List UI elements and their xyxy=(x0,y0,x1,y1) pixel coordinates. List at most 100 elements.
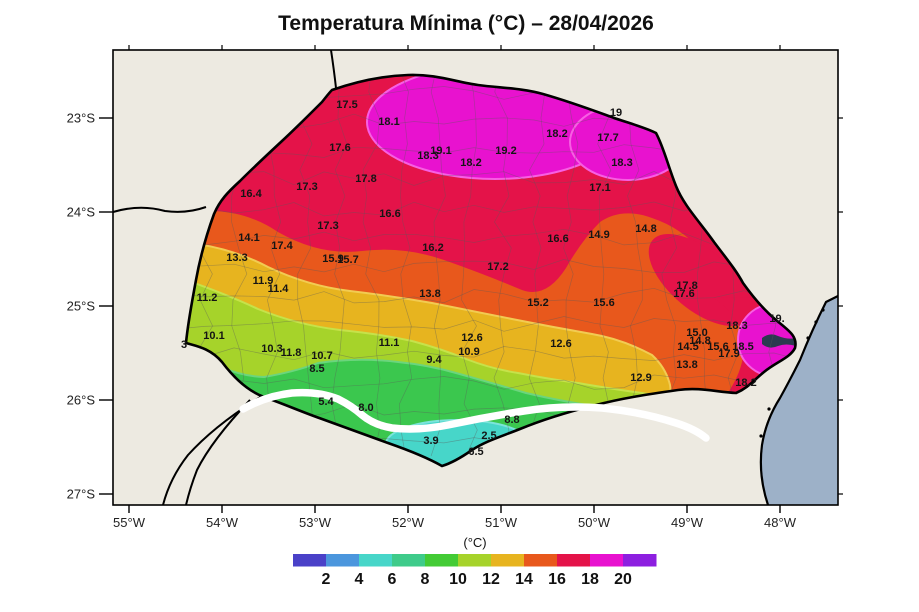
colorbar-tick-label: 4 xyxy=(355,571,364,588)
colorbar-segment xyxy=(326,554,360,567)
temp-label: 16.4 xyxy=(240,188,262,200)
lon-tick-label: 50°W xyxy=(578,515,611,530)
colorbar-segment xyxy=(524,554,558,567)
temp-label: 18.2 xyxy=(546,128,567,140)
temp-label: 16.2 xyxy=(422,242,443,254)
temp-label: 17.3 xyxy=(317,220,338,232)
colorbar-tick-label: 20 xyxy=(614,571,632,588)
colorbar-tick-label: 8 xyxy=(421,571,430,588)
colorbar-tick-label: 14 xyxy=(515,571,533,588)
temp-label: 3.9 xyxy=(423,435,438,447)
colorbar: (°C) 2 4 6 8 10 12 14 16 18 20 xyxy=(293,535,657,588)
temp-label: 12.6 xyxy=(461,332,482,344)
temp-label: 10.1 xyxy=(203,330,224,342)
colorbar-tick-label: 18 xyxy=(581,571,599,588)
lat-tick-label: 24°S xyxy=(67,205,96,220)
temp-label: 18.3 xyxy=(611,157,632,169)
temp-label: 17.6 xyxy=(673,288,694,300)
temp-label: 15.0 xyxy=(686,327,707,339)
colorbar-segment xyxy=(491,554,525,567)
temp-label: 11.9 xyxy=(253,275,274,287)
axes: 23°S 24°S 25°S 26°S 27°S 55°W 54°W 53°W 52°W 51°W… xyxy=(67,45,843,530)
lon-tick-label: 52°W xyxy=(392,515,425,530)
temp-label: 16.6 xyxy=(379,208,400,220)
plot-frame xyxy=(112,49,839,506)
temp-label: 17.1 xyxy=(589,182,610,194)
temp-label: 18.3 xyxy=(417,150,438,162)
temp-label: 17.5 xyxy=(336,99,357,111)
temp-label: 10.3 xyxy=(261,343,282,355)
lon-tick-label: 49°W xyxy=(671,515,704,530)
lon-tick-label: 48°W xyxy=(764,515,797,530)
state-border xyxy=(184,73,797,468)
temp-label: 18.5 xyxy=(732,341,753,353)
temp-label: 10.7 xyxy=(311,350,332,362)
temp-label: 8.0 xyxy=(358,402,373,414)
colorbar-segment xyxy=(458,554,492,567)
neighbor-boundaries xyxy=(112,49,337,506)
temp-label: 14.8 xyxy=(635,223,656,235)
lon-tick-label: 55°W xyxy=(113,515,146,530)
temp-label: 18.2 xyxy=(735,377,756,389)
temp-label: 14.1 xyxy=(238,232,259,244)
lat-tick-label: 25°S xyxy=(67,299,96,314)
temp-label: 3 xyxy=(181,339,187,351)
temp-label: 19.2 xyxy=(495,145,516,157)
temp-label: 16.6 xyxy=(547,233,568,245)
temp-label: 17.9 xyxy=(718,348,739,360)
temp-label: 11.4 xyxy=(268,283,290,295)
temp-label: 13.8 xyxy=(419,288,440,300)
lat-tick-label: 26°S xyxy=(67,393,96,408)
colorbar-segment xyxy=(392,554,426,567)
temp-label: 17.7 xyxy=(597,132,618,144)
temp-label: 15.6 xyxy=(707,341,728,353)
colorbar-segment xyxy=(293,554,327,567)
temp-label: 17.6 xyxy=(329,142,350,154)
colorbar-segment xyxy=(359,554,393,567)
colorbar-segment xyxy=(557,554,591,567)
colorbar-segment xyxy=(623,554,657,567)
temp-label: 8.8 xyxy=(504,414,519,426)
temp-label: 17.2 xyxy=(487,261,508,273)
front-line xyxy=(239,388,710,442)
temp-label: 17.8 xyxy=(355,173,376,185)
temp-label: 14.8 xyxy=(689,335,710,347)
temp-label: 18.1 xyxy=(378,116,399,128)
colorbar-tick-label: 6 xyxy=(388,571,397,588)
temp-label: 18.2 xyxy=(460,157,481,169)
temp-label: 11.2 xyxy=(197,292,218,304)
colorbar-tick-label: 16 xyxy=(548,571,566,588)
temp-label: 17.4 xyxy=(271,240,293,252)
temp-label: 17.3 xyxy=(296,181,317,193)
temp-label: 19 xyxy=(610,107,622,119)
page-title: Temperatura Mínima (°C) – 28/04/2026 xyxy=(278,12,654,35)
temp-label: 12.9 xyxy=(630,372,651,384)
temp-label: 2.5 xyxy=(481,430,496,442)
ocean xyxy=(759,295,839,506)
temp-label: 19.1 xyxy=(430,145,451,157)
temperature-labels: 17.518.117.618.319.118.219.218.21917.718… xyxy=(181,99,785,458)
temp-label: 15.2 xyxy=(527,297,548,309)
temp-label: 5.4 xyxy=(318,396,334,408)
temp-label: 17.8 xyxy=(676,280,697,292)
lon-tick-label: 53°W xyxy=(299,515,332,530)
temp-label: 10.9 xyxy=(458,346,479,358)
temp-label: 9.4 xyxy=(426,354,442,366)
lon-tick-label: 54°W xyxy=(206,515,239,530)
temp-label: 18.3 xyxy=(726,320,747,332)
colorbar-segment xyxy=(590,554,624,567)
colorbar-tick-label: 12 xyxy=(482,571,500,588)
colorbar-title: (°C) xyxy=(463,535,486,550)
temp-label: 6.5 xyxy=(468,446,483,458)
temp-label: 19. xyxy=(769,313,784,325)
temp-label: 11.1 xyxy=(379,337,400,349)
temp-label: 15.7 xyxy=(337,254,358,266)
temp-label: 13.3 xyxy=(226,252,247,264)
temp-label: 12.6 xyxy=(550,338,571,350)
temp-label: 15.6 xyxy=(593,297,614,309)
colorbar-segment xyxy=(425,554,459,567)
temp-label: 14.9 xyxy=(588,229,609,241)
temp-label: 14.5 xyxy=(677,341,698,353)
